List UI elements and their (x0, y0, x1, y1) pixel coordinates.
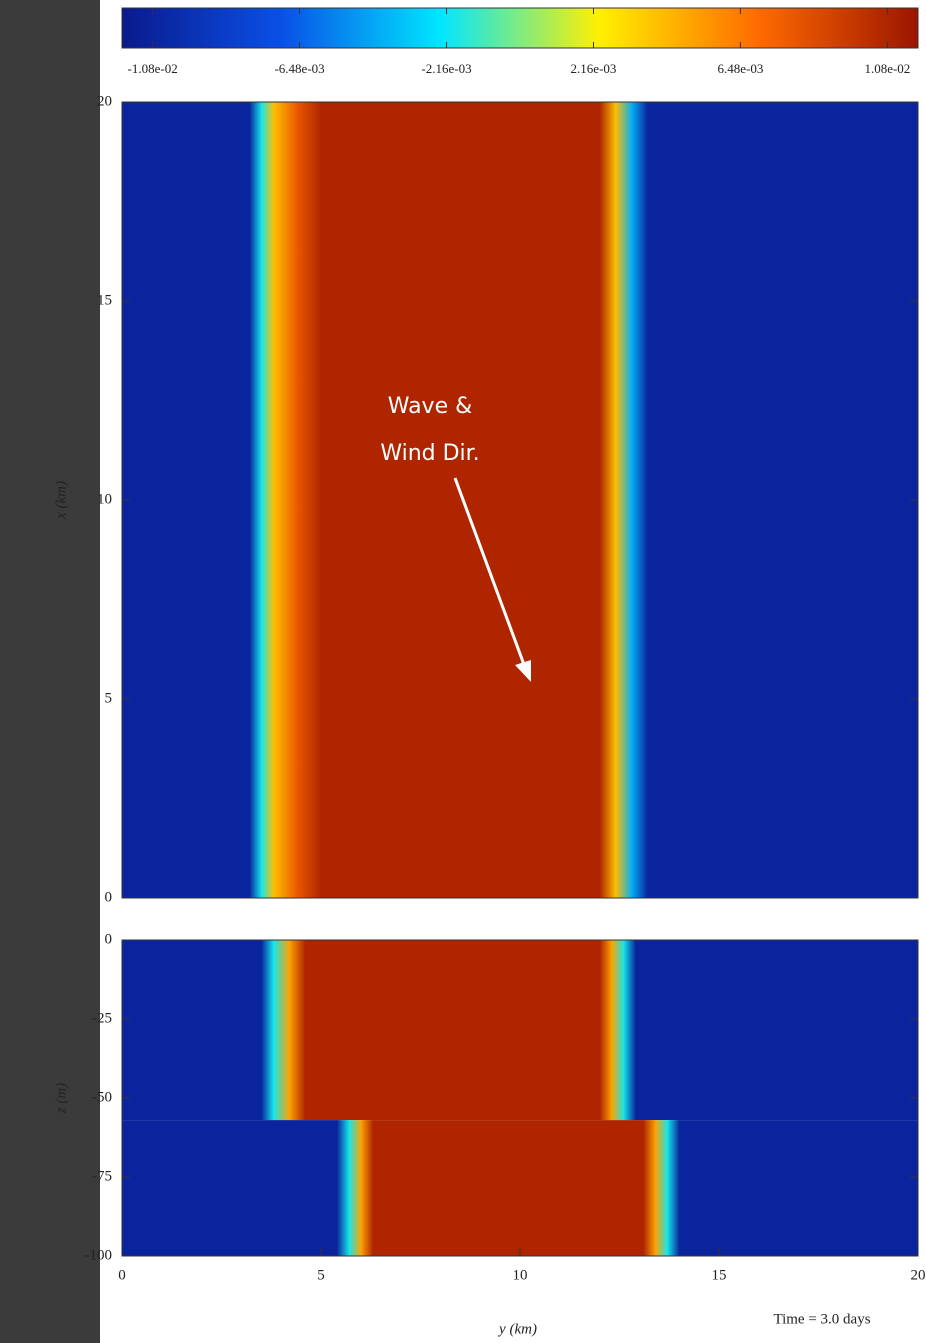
y-tick-label: -50 (92, 1089, 112, 1105)
annotation: Time = 3.0 days (773, 1311, 870, 1327)
field-cell (667, 1120, 680, 1256)
field-cell (336, 1120, 350, 1256)
field-cell (599, 102, 617, 898)
x-tick-label: 0 (118, 1267, 126, 1283)
field-cell (655, 1120, 668, 1256)
field-cell (372, 1120, 644, 1256)
field-cell (360, 1120, 374, 1256)
y-tick-label: -75 (92, 1168, 112, 1184)
y-axis-label: x (km) (53, 481, 69, 520)
colorbar (121, 7, 919, 49)
field-cell (249, 102, 262, 898)
y-tick-label: 5 (105, 690, 113, 706)
field-cell (297, 102, 322, 898)
x-tick-label: 5 (317, 1267, 325, 1283)
field-cell (643, 1120, 656, 1256)
field-cell (599, 940, 613, 1121)
colorbar-tick-label: 1.08e-02 (864, 61, 910, 76)
field-cell (348, 1120, 362, 1256)
colorbar-tick-label: 6.48e-03 (718, 61, 764, 76)
field-cell (647, 102, 919, 898)
field-cell (615, 102, 632, 898)
arrow-head (515, 660, 531, 682)
y-tick-label: 0 (105, 889, 113, 905)
field-cell (273, 102, 298, 898)
y-tick-label: 10 (97, 491, 112, 507)
y-tick-label: -100 (85, 1247, 113, 1263)
x-axis-label: y (km) (497, 1321, 537, 1337)
field-cell (122, 102, 250, 898)
annotation: Wind Dir. (380, 441, 479, 466)
field-cell (289, 940, 306, 1121)
field-cell (321, 102, 601, 898)
y-tick-label: 0 (105, 931, 113, 947)
field-cell (261, 102, 274, 898)
arrow (453, 477, 528, 671)
y-tick-label: 15 (97, 292, 112, 308)
colorbar-tick-label: -2.16e-03 (421, 61, 471, 76)
y-axis-label: z (m) (53, 1083, 69, 1114)
colorbar-tick-label: -1.08e-02 (128, 61, 178, 76)
x-tick-label: 20 (911, 1267, 926, 1283)
field-cell (611, 940, 624, 1121)
field-cell (122, 1120, 338, 1256)
field-cell (122, 940, 262, 1121)
colorbar-tick-label: -6.48e-03 (274, 61, 324, 76)
x-tick-label: 10 (513, 1267, 528, 1283)
field-cell (631, 102, 648, 898)
y-tick-label: -25 (92, 1010, 112, 1026)
field-cell (635, 940, 919, 1121)
y-tick-label: 20 (97, 93, 112, 109)
field-cell (679, 1120, 919, 1256)
field-cell (261, 940, 274, 1121)
field-cell (305, 940, 601, 1121)
field-cell (623, 940, 636, 1121)
annotation: Wave & (388, 394, 473, 419)
x-tick-label: 15 (712, 1267, 727, 1283)
field-cell (273, 940, 290, 1121)
colorbar-tick-label: 2.16e-03 (571, 61, 617, 76)
